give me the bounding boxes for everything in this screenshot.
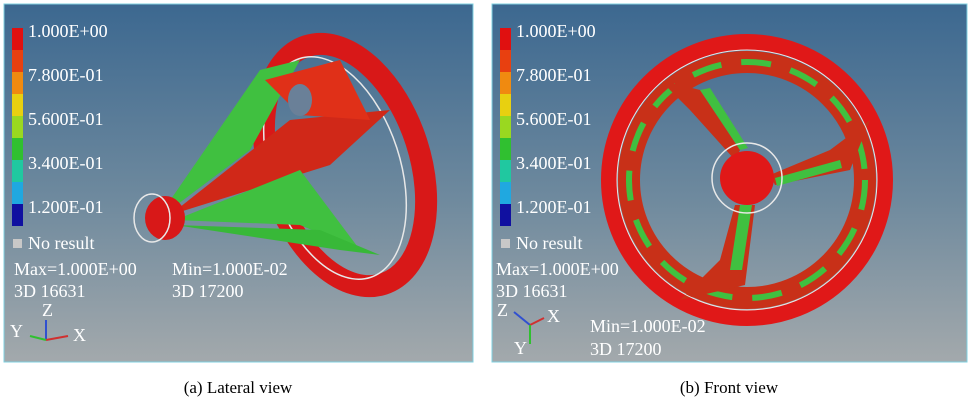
min-node: 3D 17200 [172, 281, 244, 301]
no-result: No result [28, 233, 95, 253]
axis-label: Y [10, 321, 23, 341]
legend-label: 3.400E-01 [28, 153, 104, 173]
min-value: Min=1.000E-02 [590, 316, 706, 336]
legend-label: 7.800E-01 [28, 65, 104, 85]
legend-label: 5.600E-01 [28, 109, 104, 129]
panel-lateral: 1.000E+00 7.800E-01 5.600E-01 3.400E-01 … [4, 4, 473, 397]
legend-label: 1.000E+00 [516, 21, 596, 41]
min-node: 3D 17200 [590, 339, 662, 359]
max-node: 3D 16631 [496, 281, 568, 301]
legend-label: 7.800E-01 [516, 65, 592, 85]
min-value: Min=1.000E-02 [172, 259, 288, 279]
legend-label: 1.000E+00 [28, 21, 108, 41]
axis-label: X [73, 325, 86, 345]
max-node: 3D 16631 [14, 281, 86, 301]
legend-label: 3.400E-01 [516, 153, 592, 173]
legend-label: 1.200E-01 [28, 197, 104, 217]
axis-label: Z [497, 300, 508, 320]
figure: 1.000E+00 7.800E-01 5.600E-01 3.400E-01 … [0, 0, 972, 405]
max-value: Max=1.000E+00 [496, 259, 619, 279]
no-result: No result [516, 233, 583, 253]
axis-label: Y [514, 338, 527, 358]
caption: (a) Lateral view [184, 378, 293, 397]
legend-label: 5.600E-01 [516, 109, 592, 129]
color-legend [500, 28, 511, 248]
panel-front: 1.000E+00 7.800E-01 5.600E-01 3.400E-01 … [492, 4, 967, 397]
max-value: Max=1.000E+00 [14, 259, 137, 279]
color-legend [12, 28, 23, 248]
axis-label: Z [42, 300, 53, 320]
caption: (b) Front view [680, 378, 779, 397]
axis-label: X [547, 306, 560, 326]
legend-label: 1.200E-01 [516, 197, 592, 217]
